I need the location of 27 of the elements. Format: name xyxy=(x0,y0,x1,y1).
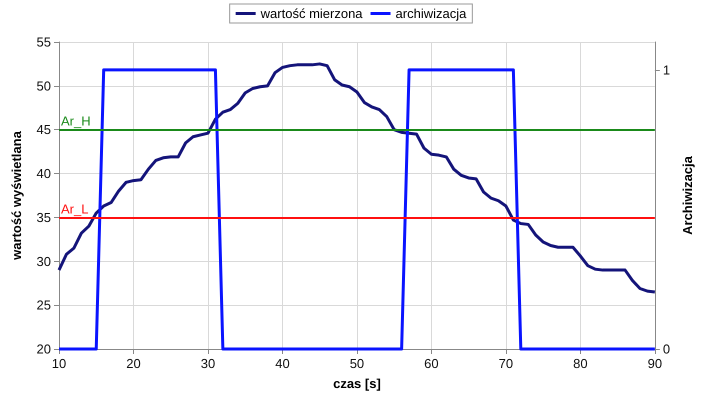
y-tick-label: 30 xyxy=(36,254,51,269)
y-tick-label: 25 xyxy=(36,298,51,313)
x-axis-title: czas [s] xyxy=(333,376,381,391)
y2-tick-label: 1 xyxy=(662,62,670,78)
legend-label: archiwizacja xyxy=(396,6,468,21)
y-tick-label: 45 xyxy=(36,122,51,138)
x-tick-label: 90 xyxy=(648,356,662,371)
y-tick-label: 40 xyxy=(36,166,51,182)
y-tick-label: 20 xyxy=(36,342,51,356)
x-tick-label: 80 xyxy=(573,356,588,371)
y-tick-label: 55 xyxy=(36,34,51,50)
x-tick-label: 40 xyxy=(275,356,290,371)
x-tick-label: 50 xyxy=(350,356,364,371)
y-tick-label: 35 xyxy=(36,210,51,225)
x-tick-label: 20 xyxy=(126,356,141,371)
y-tick-label: 50 xyxy=(36,78,51,94)
y2-tick-label: 0 xyxy=(662,342,670,356)
ref-line-label: Ar_L xyxy=(61,201,88,216)
ref-line-label: Ar_H xyxy=(61,114,91,129)
y-axis-title: wartość wyświetlana xyxy=(9,130,24,261)
x-tick-label: 10 xyxy=(52,356,66,371)
line-series xyxy=(58,62,656,294)
x-tick-label: 60 xyxy=(424,356,439,371)
x-tick-label: 30 xyxy=(200,356,216,371)
legend-label: wartość mierzona xyxy=(260,6,364,21)
x-tick-label: 70 xyxy=(498,356,514,371)
y2-axis-title: Archiwizacja xyxy=(680,155,695,235)
